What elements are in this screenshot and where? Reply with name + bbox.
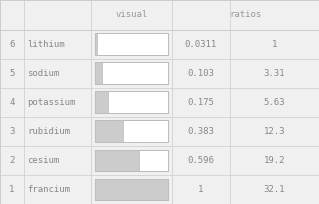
Text: visual: visual bbox=[115, 10, 148, 19]
Text: 1: 1 bbox=[9, 185, 15, 194]
Text: rubidium: rubidium bbox=[27, 127, 70, 136]
Text: 0.103: 0.103 bbox=[188, 69, 214, 78]
Text: 1: 1 bbox=[272, 40, 277, 49]
Text: cesium: cesium bbox=[27, 156, 59, 165]
Bar bbox=[95, 91, 108, 113]
Text: 5: 5 bbox=[9, 69, 15, 78]
Text: 0.0311: 0.0311 bbox=[185, 40, 217, 49]
Text: 0.175: 0.175 bbox=[188, 98, 214, 107]
Text: 3: 3 bbox=[9, 127, 15, 136]
Text: 32.1: 32.1 bbox=[263, 185, 285, 194]
Text: ratios: ratios bbox=[229, 10, 262, 19]
Text: 12.3: 12.3 bbox=[263, 127, 285, 136]
Text: 2: 2 bbox=[9, 156, 15, 165]
Text: 19.2: 19.2 bbox=[263, 156, 285, 165]
Text: francium: francium bbox=[27, 185, 70, 194]
Text: potassium: potassium bbox=[27, 98, 76, 107]
Bar bbox=[95, 62, 102, 84]
Text: 0.383: 0.383 bbox=[188, 127, 214, 136]
Text: lithium: lithium bbox=[27, 40, 65, 49]
Text: sodium: sodium bbox=[27, 69, 59, 78]
Text: 4: 4 bbox=[9, 98, 15, 107]
Text: 3.31: 3.31 bbox=[263, 69, 285, 78]
Bar bbox=[95, 33, 97, 55]
Bar bbox=[95, 120, 123, 142]
Text: 6: 6 bbox=[9, 40, 15, 49]
Text: 5.63: 5.63 bbox=[263, 98, 285, 107]
Text: 0.596: 0.596 bbox=[188, 156, 214, 165]
Text: 1: 1 bbox=[198, 185, 204, 194]
